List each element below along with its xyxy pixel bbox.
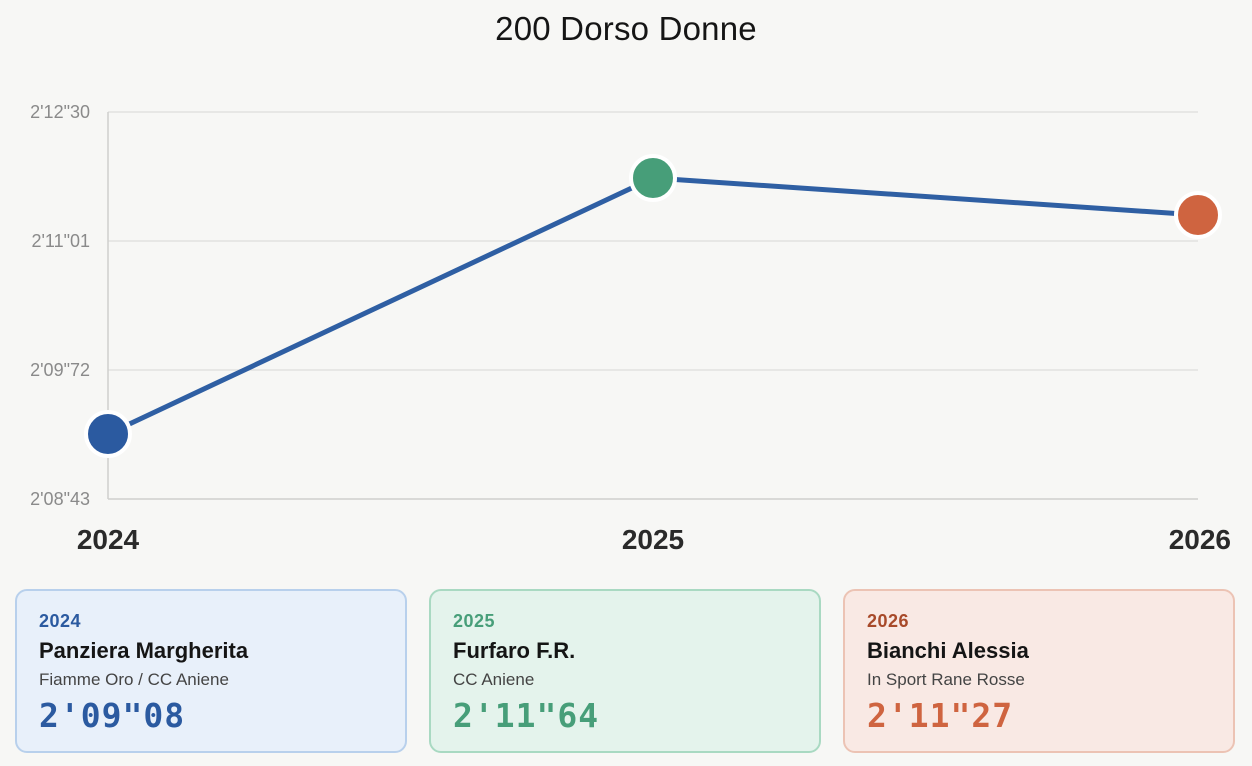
y-tick-labels: 2'08"43 2'09"72 2'11"01 2'12"30 [30,102,90,509]
card-time: 2'11"64 [453,696,600,735]
chart-title: 200 Dorso Donne [495,10,757,47]
card-club: CC Aniene [453,670,535,689]
record-card-2025: 2025 Furfaro F.R. CC Aniene 2'11"64 [429,589,821,753]
y-tick-label: 2'12"30 [30,102,90,122]
record-card-2026: 2026 Bianchi Alessia In Sport Rane Rosse… [843,589,1235,753]
record-card-2024: 2024 Panziera Margherita Fiamme Oro / CC… [15,589,407,753]
card-year: 2025 [453,611,496,631]
x-tick-label: 2025 [622,524,684,555]
card-time: 2'11"27 [867,696,1014,735]
series-line-path [105,175,1201,437]
x-tick-label: 2026 [1169,524,1231,555]
card-athlete-name: Furfaro F.R. [453,638,576,663]
line-chart: 2'08"432'09"722'11"012'12"30 2024 2025 202… [30,102,1231,555]
card-time: 2'09"08 [39,696,186,735]
x-tick-label: 2024 [77,524,140,555]
data-point-2025[interactable] [629,154,677,202]
y-tick-label: 2'08"43 [30,489,90,509]
data-point-2024[interactable] [84,410,132,458]
card-club: In Sport Rane Rosse [867,670,1025,689]
x-tick-labels: 2024 2025 2026 [77,524,1231,555]
data-point-2026[interactable] [1174,191,1222,239]
grid-lines [108,111,1198,371]
card-athlete-name: Bianchi Alessia [867,638,1029,663]
card-year: 2026 [867,611,910,631]
card-year: 2024 [39,611,82,631]
y-tick-label: 2'11"01 [31,231,90,251]
data-points [84,154,1222,458]
y-tick-label: 2'09"72 [30,360,90,380]
card-club: Fiamme Oro / CC Aniene [39,670,229,689]
card-athlete-name: Panziera Margherita [39,638,249,663]
series-line [105,175,1201,437]
